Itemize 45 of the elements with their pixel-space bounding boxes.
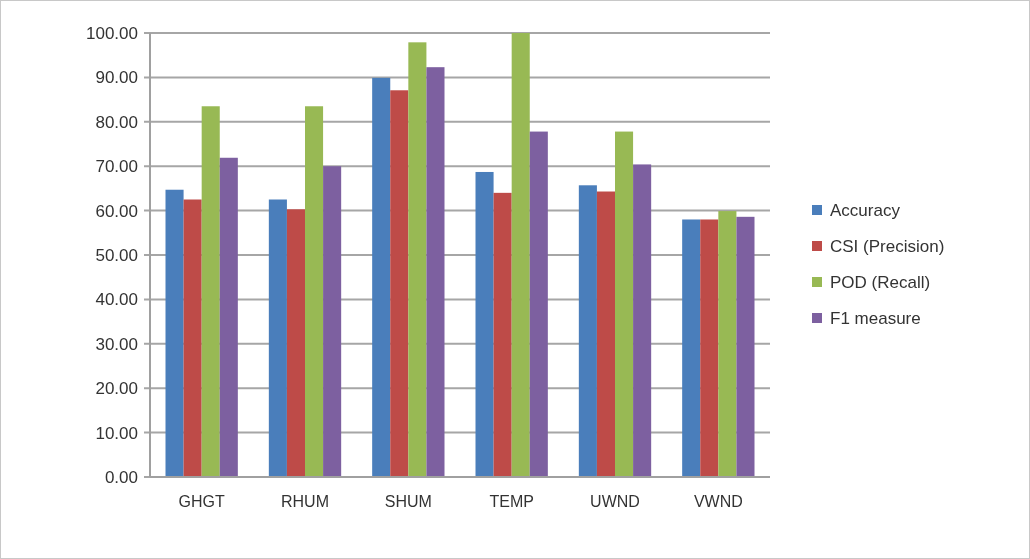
y-tick-label: 40.00: [95, 290, 138, 310]
bar: [408, 42, 427, 477]
x-tick-label: RHUM: [281, 493, 329, 510]
y-tick-label: 0.00: [104, 467, 138, 487]
bar: [615, 131, 634, 477]
bar: [183, 199, 202, 477]
bar: [165, 189, 184, 477]
y-tick-label: 10.00: [95, 423, 138, 443]
y-tick-label: 70.00: [95, 157, 138, 177]
bar: [372, 77, 391, 477]
legend-label: F1 measure: [830, 308, 921, 328]
bar: [475, 171, 494, 477]
x-tick-label: GHGT: [178, 493, 225, 510]
bar: [511, 33, 530, 477]
bar: [493, 192, 512, 477]
bar: [578, 185, 597, 477]
bar: [700, 219, 719, 477]
bar: [718, 211, 737, 477]
x-tick-label: TEMP: [489, 493, 534, 510]
bar: [426, 67, 445, 477]
bar: [596, 191, 615, 477]
bar: [682, 219, 701, 477]
bar: [219, 157, 238, 477]
y-tick-label: 20.00: [95, 379, 138, 399]
y-tick-label: 80.00: [95, 112, 138, 132]
bar: [305, 106, 324, 477]
y-tick-label: 100.00: [86, 23, 138, 43]
legend-label: POD (Recall): [830, 272, 931, 292]
x-tick-label: VWND: [693, 493, 743, 510]
x-tick-label: SHUM: [384, 493, 432, 510]
y-tick-label: 50.00: [95, 245, 138, 265]
bar: [390, 90, 409, 477]
bar: [529, 131, 548, 477]
y-tick-label: 30.00: [95, 334, 138, 354]
y-tick-label: 60.00: [95, 201, 138, 221]
y-tick-label: 90.00: [95, 68, 138, 88]
bar: [286, 209, 305, 477]
legend-label: Accuracy: [830, 200, 901, 220]
bar: [268, 199, 287, 477]
x-tick-label: UWND: [590, 493, 640, 510]
legend-label: CSI (Precision): [830, 236, 945, 256]
bar: [323, 166, 342, 477]
bar: [201, 106, 220, 477]
bar: [633, 164, 652, 477]
bar: [736, 216, 755, 477]
